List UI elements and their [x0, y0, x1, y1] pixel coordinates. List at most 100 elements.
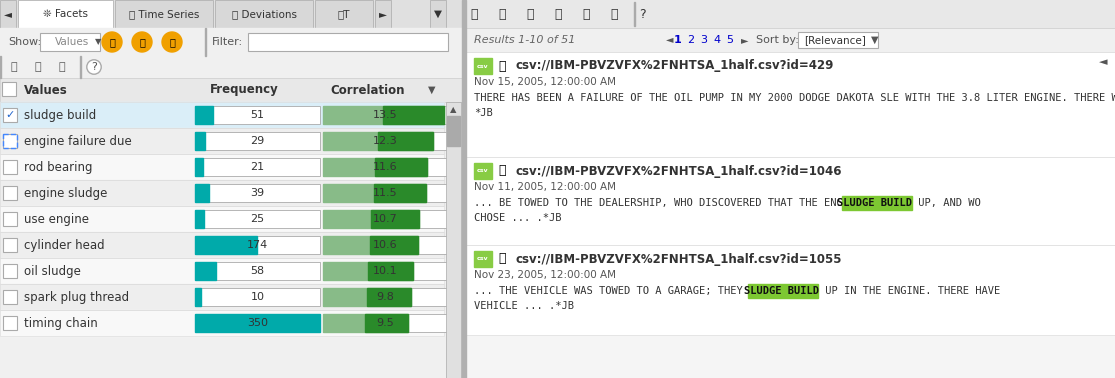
Bar: [3, 264, 17, 278]
Bar: [115, 0, 213, 28]
Bar: [0, 310, 444, 336]
Bar: [323, 184, 448, 202]
Bar: [462, 0, 466, 378]
Circle shape: [162, 32, 182, 52]
Text: 4: 4: [714, 35, 720, 45]
Text: 58: 58: [251, 266, 264, 276]
Text: csv: csv: [477, 64, 488, 68]
Text: 📋: 📋: [554, 8, 562, 20]
Bar: [195, 106, 320, 124]
Bar: [446, 102, 460, 378]
Text: 174: 174: [246, 240, 268, 250]
Text: ... BE TOWED TO THE DEALERSHIP, WHO DISCOVERED THAT THE ENGINE HAD: ... BE TOWED TO THE DEALERSHIP, WHO DISC…: [474, 198, 893, 208]
Bar: [3, 134, 17, 148]
Bar: [0, 232, 444, 258]
Text: 25: 25: [251, 214, 264, 224]
Bar: [195, 262, 320, 280]
Bar: [466, 245, 1115, 335]
Text: oil sludge: oil sludge: [25, 265, 81, 277]
Bar: [3, 134, 17, 148]
Text: Frequency: Frequency: [210, 84, 279, 96]
Text: ▼: ▼: [95, 37, 101, 46]
Text: UP IN THE ENGINE. THERE HAVE: UP IN THE ENGINE. THERE HAVE: [820, 286, 1000, 296]
Bar: [195, 158, 320, 176]
Text: [Relevance]: [Relevance]: [804, 35, 866, 45]
Text: timing chain: timing chain: [25, 316, 98, 330]
Text: 11.5: 11.5: [374, 188, 398, 198]
Bar: [0, 258, 444, 284]
Text: 10.7: 10.7: [374, 214, 398, 224]
Text: ⛰ Time Series: ⛰ Time Series: [129, 9, 200, 19]
Bar: [195, 158, 203, 176]
Text: 🗃: 🗃: [11, 62, 18, 72]
Bar: [367, 288, 410, 306]
Text: ❊ Facets: ❊ Facets: [43, 9, 88, 19]
Bar: [375, 184, 426, 202]
Text: 10.1: 10.1: [374, 266, 398, 276]
Bar: [430, 0, 446, 28]
Text: ◄: ◄: [1098, 57, 1107, 67]
Text: 2: 2: [688, 35, 695, 45]
Text: 🔍: 🔍: [169, 37, 175, 47]
Bar: [195, 288, 201, 306]
Bar: [195, 132, 320, 150]
Bar: [195, 236, 320, 254]
Bar: [195, 288, 320, 306]
Text: 🔖: 🔖: [526, 8, 534, 20]
Bar: [195, 314, 320, 332]
Bar: [195, 184, 320, 202]
Text: 9.8: 9.8: [377, 292, 395, 302]
Bar: [323, 158, 448, 176]
Text: 📊 Deviations: 📊 Deviations: [232, 9, 297, 19]
Bar: [0, 0, 462, 378]
Text: ?: ?: [639, 8, 646, 20]
Bar: [474, 251, 492, 267]
Text: SLUDGE BUILD: SLUDGE BUILD: [744, 286, 818, 296]
Bar: [0, 180, 444, 206]
Text: ▼: ▼: [434, 9, 442, 19]
Bar: [474, 58, 492, 74]
Text: ▲: ▲: [449, 105, 456, 115]
Bar: [195, 236, 258, 254]
Bar: [466, 157, 1115, 245]
Bar: [3, 316, 17, 330]
Bar: [3, 212, 17, 226]
Text: 13.5: 13.5: [374, 110, 398, 120]
Bar: [195, 106, 213, 124]
Bar: [466, 52, 1115, 157]
Text: 51: 51: [251, 110, 264, 120]
Text: Correlation: Correlation: [330, 84, 405, 96]
Circle shape: [101, 32, 122, 52]
Circle shape: [132, 32, 152, 52]
Bar: [323, 132, 448, 150]
Bar: [0, 154, 444, 180]
Text: ... THE VEHICLE WAS TOWED TO A GARAGE; THEY FOUND: ... THE VEHICLE WAS TOWED TO A GARAGE; T…: [474, 286, 786, 296]
Text: THERE HAS BEEN A FAILURE OF THE OIL PUMP IN MY 2000 DODGE DAKOTA SLE WITH THE 3.: THERE HAS BEEN A FAILURE OF THE OIL PUMP…: [474, 93, 1115, 103]
Bar: [323, 288, 410, 306]
Text: Results 1-10 of 51: Results 1-10 of 51: [474, 35, 575, 45]
Text: ✓: ✓: [6, 110, 14, 120]
Text: 9.5: 9.5: [377, 318, 395, 328]
Text: 📄: 📄: [498, 253, 506, 265]
Bar: [323, 314, 408, 332]
Bar: [0, 102, 444, 128]
Bar: [370, 236, 418, 254]
Text: ▼: ▼: [871, 35, 879, 45]
Text: 29: 29: [251, 136, 264, 146]
Text: 21: 21: [251, 162, 264, 172]
Bar: [323, 106, 448, 124]
Bar: [18, 0, 113, 28]
Bar: [474, 163, 492, 179]
Bar: [0, 232, 444, 258]
Text: 12.3: 12.3: [374, 136, 398, 146]
Bar: [0, 284, 444, 310]
Bar: [0, 258, 444, 284]
Bar: [3, 186, 17, 200]
Text: 🗃: 🗃: [59, 62, 66, 72]
Bar: [0, 206, 444, 232]
Bar: [195, 262, 215, 280]
Text: 3: 3: [700, 35, 708, 45]
Bar: [323, 158, 427, 176]
Text: *JB: *JB: [474, 108, 493, 118]
Bar: [316, 0, 374, 28]
